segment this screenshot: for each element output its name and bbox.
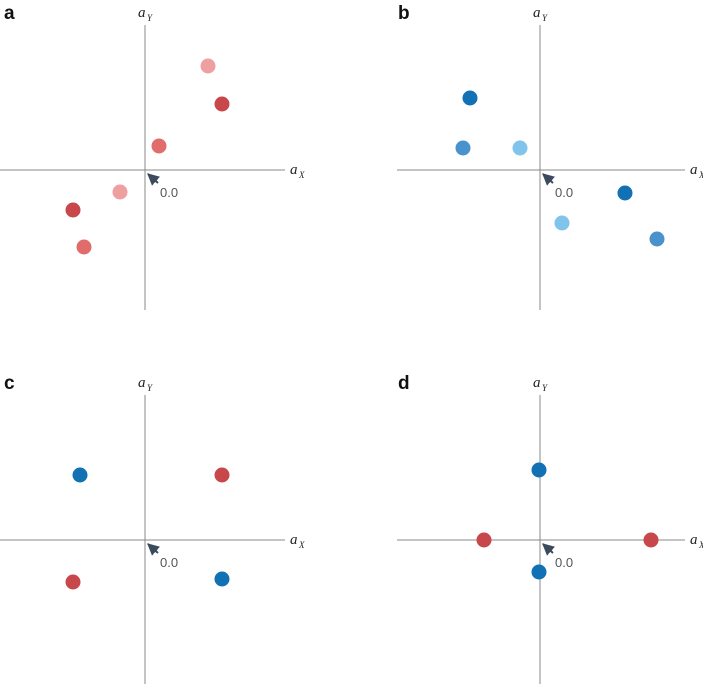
panel: daYaX0.0 xyxy=(397,373,703,684)
y-axis-subscript: Y xyxy=(542,383,548,393)
panel: a a Ya X0.0 xyxy=(0,3,305,310)
origin-arrow xyxy=(542,543,556,556)
x-axis-name: a xyxy=(290,162,298,178)
y-axis-subscript: Y xyxy=(147,13,153,23)
panel-label: b xyxy=(398,3,410,24)
panel-label: c xyxy=(4,373,15,394)
point xyxy=(76,239,92,255)
origin-arrow xyxy=(542,173,556,186)
point xyxy=(214,571,230,587)
panel-label: a xyxy=(4,3,15,24)
origin-label: 0.0 xyxy=(160,555,178,570)
origin-arrow xyxy=(147,173,161,186)
x-axis-name: a xyxy=(290,532,298,548)
origin-label: 0.0 xyxy=(160,185,178,200)
point xyxy=(617,185,633,201)
point xyxy=(512,140,528,156)
y-axis-name: a xyxy=(533,5,541,21)
point xyxy=(200,58,216,74)
y-axis-subscript: Y xyxy=(542,13,548,23)
origin-label: 0.0 xyxy=(555,185,573,200)
point xyxy=(531,564,547,580)
panel: c a Ya X0.0 xyxy=(0,373,305,684)
y-axis-name: a xyxy=(533,375,541,391)
x-axis-name: a xyxy=(690,532,698,548)
panel-label: d xyxy=(398,373,410,394)
x-axis-name: a xyxy=(690,162,698,178)
point xyxy=(462,90,478,106)
y-axis-name: a xyxy=(138,5,146,21)
x-axis-subscript: X xyxy=(698,170,703,180)
panel: baYaX0.0 xyxy=(397,3,703,310)
point xyxy=(643,532,659,548)
origin-label: 0.0 xyxy=(555,555,573,570)
point xyxy=(455,140,471,156)
x-axis-subscript: X xyxy=(298,170,305,180)
point xyxy=(554,215,570,231)
point xyxy=(214,467,230,483)
y-axis-subscript: Y xyxy=(147,383,153,393)
point xyxy=(151,138,167,154)
point xyxy=(214,96,230,112)
point xyxy=(72,467,88,483)
point xyxy=(65,574,81,590)
point xyxy=(476,532,492,548)
x-axis-subscript: X xyxy=(698,540,703,550)
point xyxy=(65,202,81,218)
y-axis-name: a xyxy=(138,375,146,391)
point xyxy=(531,462,547,478)
origin-arrow xyxy=(147,543,161,556)
point xyxy=(112,184,128,200)
point xyxy=(649,231,665,247)
x-axis-subscript: X xyxy=(298,540,305,550)
